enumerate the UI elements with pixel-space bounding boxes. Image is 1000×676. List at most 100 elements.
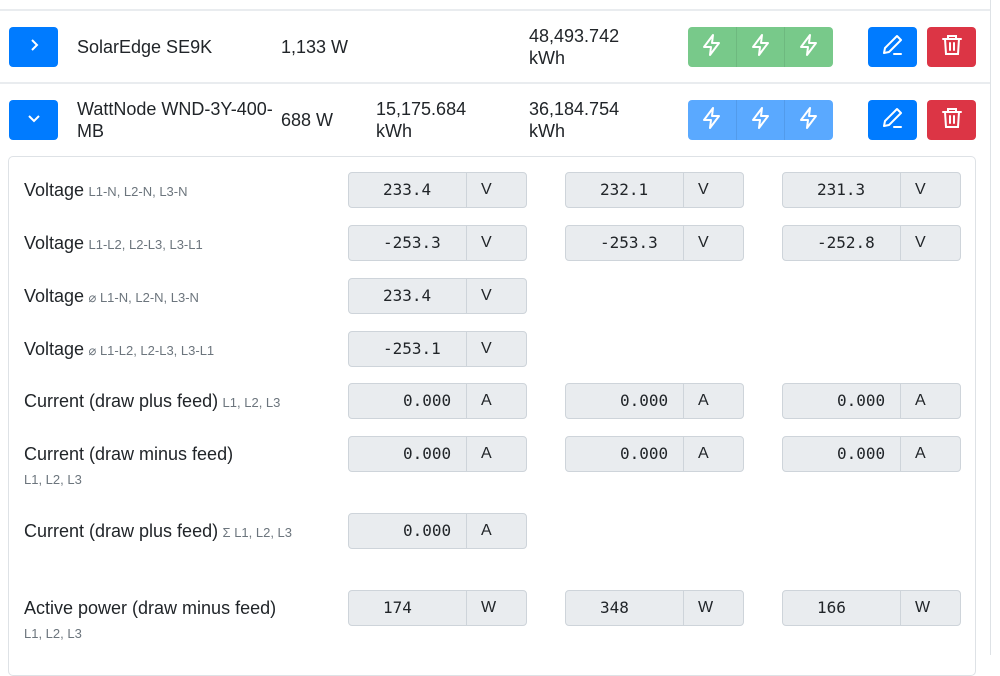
lightning-icon (797, 33, 821, 62)
edit-button[interactable] (868, 100, 917, 140)
measurement-phases: L1, L2, L3 (24, 626, 82, 641)
delete-button[interactable] (927, 100, 976, 140)
measurement-value-group: 232.1 V (565, 172, 744, 208)
measurement-value-group: -252.8 V (782, 225, 961, 261)
measurement-value: 0.000 (566, 384, 684, 418)
measurement-name: Current (draw plus feed) (24, 521, 219, 541)
measurement-label: Voltage ⌀ L1-N, L2-N, L3-N (24, 285, 344, 307)
measurement-name: Current (draw plus feed) (24, 391, 219, 411)
measurement-unit: W (698, 599, 714, 616)
measurement-label: Voltage ⌀ L1-L2, L2-L3, L3-L1 (24, 338, 344, 360)
measurement-value: 348 (566, 591, 684, 625)
measurement-unit: W (915, 599, 931, 616)
device-export-energy: 36,184.754 kWh (529, 99, 620, 141)
expand-button[interactable] (9, 27, 58, 67)
phase-l2-button[interactable] (737, 100, 786, 140)
measurement-value-group: 174 W (348, 590, 527, 626)
divider (0, 82, 990, 84)
trash-icon (940, 33, 964, 62)
measurement-unit: V (481, 234, 492, 251)
measurement-unit: V (481, 181, 492, 198)
measurement-value-group: 166 W (782, 590, 961, 626)
measurement-value: 0.000 (783, 384, 901, 418)
phase-l3-button[interactable] (785, 100, 833, 140)
measurement-value-group: -253.3 V (348, 225, 527, 261)
lightning-icon (797, 106, 821, 135)
measurement-name: Voltage (24, 180, 85, 200)
collapse-button[interactable] (9, 100, 58, 140)
divider (0, 9, 990, 11)
measurement-unit: A (481, 445, 492, 462)
measurement-value-group: 0.000 A (348, 436, 527, 472)
measurement-value-group: 0.000 A (565, 436, 744, 472)
measurement-name: Active power (draw minus feed) (24, 598, 277, 618)
pencil-icon (881, 106, 905, 135)
measurement-value: 232.1 (566, 173, 684, 207)
measurement-value-group: 0.000 A (348, 513, 527, 549)
measurement-phases: L1, L2, L3 (222, 395, 281, 410)
measurement-value-group: 0.000 A (565, 383, 744, 419)
phase-buttons (688, 100, 833, 140)
measurement-value: 0.000 (783, 437, 901, 471)
delete-button[interactable] (927, 27, 976, 67)
measurement-unit: A (915, 392, 926, 409)
measurement-name: Voltage (24, 339, 85, 359)
measurement-name: Current (draw minus feed) (24, 444, 234, 464)
measurement-unit: V (481, 340, 492, 357)
measurement-unit: V (698, 181, 709, 198)
phase-buttons (688, 27, 833, 67)
device-row: WattNode WND-3Y-400-MB 688 W 15,175.684 … (0, 83, 990, 155)
measurement-label: Current (draw plus feed) Σ L1, L2, L3 (24, 520, 344, 542)
phase-l3-button[interactable] (785, 27, 833, 67)
device-import-energy: 15,175.684 kWh (376, 99, 467, 141)
measurement-unit: A (481, 522, 492, 539)
measurement-unit: A (915, 445, 926, 462)
measurement-value: 231.3 (783, 173, 901, 207)
measurement-value: 233.4 (349, 173, 467, 207)
phase-l2-button[interactable] (737, 27, 786, 67)
measurement-unit: V (915, 181, 926, 198)
trash-icon (940, 106, 964, 135)
measurement-unit: W (481, 599, 497, 616)
measurement-name: Voltage (24, 233, 85, 253)
device-name: WattNode WND-3Y-400-MB (77, 99, 273, 141)
pencil-icon (881, 33, 905, 62)
measurement-phases: ⌀ L1-L2, L2-L3, L3-L1 (88, 343, 215, 358)
phase-l1-button[interactable] (688, 100, 737, 140)
measurement-value-group: 233.4 V (348, 172, 527, 208)
measurement-unit: V (481, 287, 492, 304)
measurement-phases: ⌀ L1-N, L2-N, L3-N (88, 290, 199, 305)
measurement-unit: A (481, 392, 492, 409)
measurement-value-group: 348 W (565, 590, 744, 626)
device-power: 1,133 W (281, 37, 349, 57)
edit-button[interactable] (868, 27, 917, 67)
measurement-value: -253.3 (566, 226, 684, 260)
measurement-value: 166 (783, 591, 901, 625)
device-name: SolarEdge SE9K (77, 37, 213, 57)
measurement-value-group: -253.1 V (348, 331, 527, 367)
measurement-value-group: 0.000 A (782, 383, 961, 419)
device-row: SolarEdge SE9K 1,133 W 48,493.742 kWh (0, 10, 990, 82)
measurement-unit: V (915, 234, 926, 251)
measurement-label: Active power (draw minus feed) L1, L2, L3 (24, 597, 344, 649)
measurement-value: 0.000 (566, 437, 684, 471)
measurement-label: Voltage L1-L2, L2-L3, L3-L1 (24, 232, 344, 254)
measurement-label: Voltage L1-N, L2-N, L3-N (24, 179, 344, 201)
measurement-unit: A (698, 445, 709, 462)
chevron-right-icon (26, 37, 42, 58)
measurement-label: Current (draw plus feed) L1, L2, L3 (24, 390, 344, 412)
measurement-value-group: 231.3 V (782, 172, 961, 208)
phase-l1-button[interactable] (688, 27, 737, 67)
measurement-value-group: 0.000 A (782, 436, 961, 472)
device-export-energy: 48,493.742 kWh (529, 26, 620, 68)
measurement-value: -252.8 (783, 226, 901, 260)
lightning-icon (749, 106, 773, 135)
measurement-value: 0.000 (349, 514, 467, 548)
measurement-phases: Σ L1, L2, L3 (222, 525, 293, 540)
chevron-down-icon (26, 110, 42, 131)
measurement-unit: V (698, 234, 709, 251)
measurement-label: Current (draw minus feed) L1, L2, L3 (24, 443, 344, 495)
lightning-icon (749, 33, 773, 62)
measurement-phases: L1, L2, L3 (24, 472, 82, 487)
measurement-value: 0.000 (349, 437, 467, 471)
